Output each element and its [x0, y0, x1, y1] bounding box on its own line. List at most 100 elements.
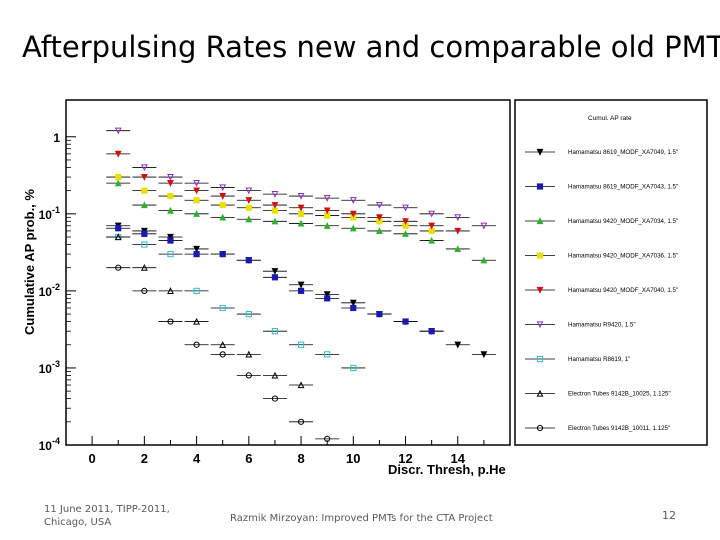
data-point: [323, 291, 331, 299]
data-point: [141, 287, 148, 294]
data-point: [140, 173, 148, 181]
data-point: [402, 204, 409, 212]
data-point: [297, 192, 305, 200]
data-point: [428, 328, 435, 335]
data-point: [193, 341, 200, 348]
x-axis-label: Discr. Thresh, p.He: [388, 462, 506, 477]
legend-entry-7: Electron Tubes 9142B_10025, 1.125": [525, 389, 671, 398]
data-point: [349, 210, 357, 218]
data-point: [219, 201, 226, 209]
legend-box: [514, 99, 708, 446]
legend-entry-6: Hamamatsu R8619, 1": [525, 355, 630, 363]
data-point: [349, 299, 357, 307]
legend-label: Hamamatsu 9420_MODF_XA7034, 1.5": [568, 218, 678, 225]
series-5: [106, 127, 496, 230]
x-tick-label-0: 0: [89, 451, 96, 466]
data-point: [297, 210, 305, 217]
data-point: [219, 341, 227, 348]
data-point: [219, 351, 226, 358]
data-point: [271, 201, 279, 209]
data-point: [219, 192, 227, 200]
data-point: [324, 351, 331, 358]
legend-entry-2: Hamamatsu 9420_MODF_XA7034, 1.5": [525, 217, 678, 225]
footer-event-line1: 11 June 2011, TIPP-2011,: [44, 504, 170, 515]
data-point: [271, 371, 279, 379]
data-point: [245, 310, 252, 318]
legend-marker: [536, 183, 544, 190]
data-point: [271, 207, 279, 214]
data-point: [323, 194, 331, 202]
legend-label: Hamamatsu R9420, 1.5": [568, 322, 636, 329]
data-point: [271, 395, 279, 402]
legend-marker: [536, 286, 544, 294]
data-point: [167, 180, 174, 187]
data-point: [402, 318, 409, 325]
data-point: [167, 192, 174, 200]
legend-entry-1: Hamamatsu 8619_MODF_XA7043, 1.5": [525, 183, 678, 191]
data-point: [115, 173, 122, 181]
data-point: [245, 187, 253, 195]
legend-entries: Hamamatsu 8619_MODF_XA7049, 1.5" Hamamats…: [525, 148, 678, 432]
legend-entry-3: Hamamatsu 9420_MODF_XA7036, 1.5": [525, 252, 678, 260]
data-point: [167, 287, 174, 294]
data-point: [114, 179, 122, 187]
y-tick-label-3: 10-3: [39, 359, 60, 376]
data-point: [219, 251, 226, 258]
data-point: [376, 227, 383, 235]
data-point: [376, 310, 383, 318]
footer-event: 11 June 2011, TIPP-2011, Chicago, USA: [44, 503, 204, 529]
data-point: [193, 187, 200, 195]
data-point: [219, 304, 226, 312]
legend-marker: [536, 217, 544, 225]
data-point: [428, 236, 436, 244]
data-point: [167, 251, 174, 258]
data-point: [297, 341, 305, 348]
legend-label: Hamamatsu 9420_MODF_XA7036, 1.5": [568, 253, 678, 260]
data-point: [297, 381, 305, 389]
data-point: [428, 222, 436, 230]
data-point: [141, 187, 148, 194]
legend-marker: [536, 355, 544, 363]
data-point: [402, 230, 409, 237]
data-point: [167, 206, 174, 214]
x-tick-label-1: 2: [141, 451, 148, 466]
data-point: [480, 351, 488, 359]
data-point: [140, 263, 148, 271]
data-point: [454, 214, 462, 222]
x-tick-label-7: 14: [451, 451, 466, 466]
data-point: [141, 230, 148, 237]
data-point: [350, 364, 357, 372]
data-point: [376, 201, 383, 209]
data-point: [402, 218, 409, 226]
data-point: [245, 372, 252, 379]
data-point: [219, 213, 227, 221]
data-point: [140, 164, 148, 172]
y-tick-label-1: 10-1: [39, 205, 60, 222]
data-point: [454, 341, 462, 349]
page-number: 12: [662, 509, 676, 522]
y-tick-label-4: 10-4: [39, 436, 60, 453]
legend-label: Electron Tubes 9142B_10011, 1.125": [568, 425, 670, 432]
footer-event-line2: Chicago, USA: [44, 517, 112, 528]
data-point: [297, 204, 305, 212]
data-point: [297, 219, 305, 227]
legend-label: Electron Tubes 9142B_10025, 1.125": [568, 391, 671, 398]
legend-entry-0: Hamamatsu 8619_MODF_XA7049, 1.5": [525, 148, 678, 156]
y-tick-label-2: 10-2: [39, 282, 60, 299]
data-point: [376, 214, 383, 222]
data-point: [193, 317, 200, 325]
y-axis-label: Cumulative AP prob., %: [22, 189, 37, 335]
y-tick-label-0: 1: [53, 131, 60, 145]
data-point: [323, 222, 331, 229]
legend-marker: [536, 252, 544, 259]
data-layer: [106, 127, 496, 442]
data-point: [115, 225, 122, 232]
data-point: [350, 304, 357, 312]
data-point: [271, 274, 279, 281]
data-point: [349, 224, 357, 232]
x-tick-label-5: 10: [346, 451, 360, 466]
data-point: [297, 281, 305, 289]
legend-label: Hamamatsu 8619_MODF_XA7049, 1.5": [568, 149, 678, 156]
data-point: [454, 227, 462, 235]
data-point: [297, 287, 305, 294]
